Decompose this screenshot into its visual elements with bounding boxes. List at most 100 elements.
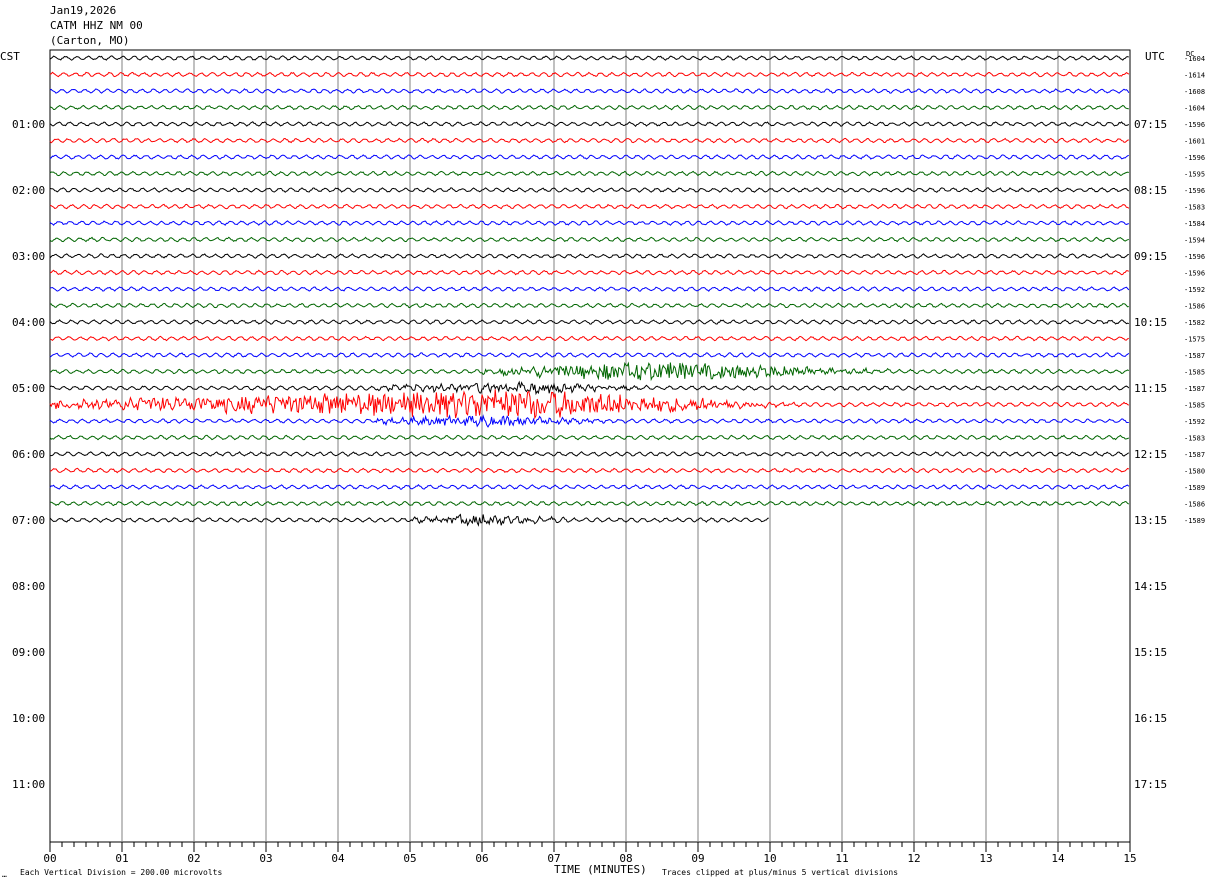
- station-code: CATM HHZ NM 00: [50, 19, 143, 32]
- dc-offset-label: -1585: [1184, 369, 1205, 377]
- dc-offset-label: -1586: [1184, 303, 1205, 311]
- right-hour-label: 09:15: [1134, 250, 1167, 263]
- dc-offset-label: -1596: [1184, 121, 1205, 129]
- dc-offset-label: -1594: [1184, 237, 1205, 245]
- dc-column-header: DC: [1186, 50, 1195, 58]
- station-location: (Carton, MO): [50, 34, 130, 47]
- seismic-trace: [49, 286, 1130, 292]
- dc-offset-label: -1601: [1184, 138, 1205, 146]
- right-hour-label: 17:15: [1134, 778, 1167, 791]
- right-hour-label: 16:15: [1134, 712, 1167, 725]
- seismic-trace: [49, 302, 1129, 309]
- right-hour-label: 08:15: [1134, 184, 1167, 197]
- x-tick-label: 01: [115, 852, 128, 865]
- x-tick-label: 07: [547, 852, 560, 865]
- seismic-trace: [49, 414, 1129, 428]
- dc-offset-label: -1587: [1184, 352, 1205, 360]
- x-tick-label: 10: [763, 852, 776, 865]
- dc-offset-label: -1596: [1184, 253, 1205, 261]
- left-hour-label: 04:00: [12, 316, 45, 329]
- dc-offset-label: -1586: [1184, 501, 1205, 509]
- left-hour-label: 07:00: [12, 514, 45, 527]
- x-axis-title: TIME (MINUTES): [554, 863, 647, 876]
- dc-offset-label: -1614: [1184, 72, 1205, 80]
- right-hour-label: 10:15: [1134, 316, 1167, 329]
- dc-offset-label: -1587: [1184, 385, 1205, 393]
- left-hour-label: 09:00: [12, 646, 45, 659]
- seismic-trace: [49, 389, 1130, 420]
- seismic-trace: [49, 220, 1129, 226]
- seismic-trace: [50, 451, 1130, 457]
- x-tick-label: 11: [835, 852, 848, 865]
- right-hour-label: 15:15: [1134, 646, 1167, 659]
- seismic-trace: [49, 236, 1129, 243]
- dc-offset-label: -1604: [1184, 55, 1205, 63]
- dc-offset-label: -1582: [1184, 319, 1205, 327]
- seismic-trace: [49, 513, 769, 527]
- x-tick-label: 04: [331, 852, 345, 865]
- left-timezone-label: CST: [0, 50, 20, 63]
- seismic-trace: [49, 55, 1129, 61]
- seismic-trace: [49, 121, 1130, 127]
- left-hour-label: 08:00: [12, 580, 45, 593]
- seismic-trace: [49, 104, 1129, 111]
- x-tick-label: 06: [475, 852, 488, 865]
- x-tick-label: 00: [43, 852, 56, 865]
- dc-offset-label: -1580: [1184, 468, 1205, 476]
- seismic-trace: [49, 319, 1129, 325]
- left-hour-label: 11:00: [12, 778, 45, 791]
- right-hour-label: 07:15: [1134, 118, 1167, 131]
- plot-date: Jan19,2026: [50, 4, 117, 17]
- right-hour-label: 12:15: [1134, 448, 1167, 461]
- corner-mark: …: [2, 870, 7, 879]
- right-hour-label: 14:15: [1134, 580, 1167, 593]
- x-tick-label: 15: [1123, 852, 1136, 865]
- dc-offset-label: -1583: [1184, 435, 1205, 443]
- dc-offset-label: -1592: [1184, 286, 1205, 294]
- seismic-trace: [49, 352, 1130, 358]
- x-tick-label: 09: [691, 852, 704, 865]
- left-hour-label: 03:00: [12, 250, 45, 263]
- clip-note: Traces clipped at plus/minus 5 vertical …: [662, 868, 899, 877]
- right-hour-label: 11:15: [1134, 382, 1167, 395]
- left-hour-label: 05:00: [12, 382, 45, 395]
- seismic-trace: [49, 187, 1130, 193]
- dc-offset-label: -1575: [1184, 336, 1205, 344]
- seismic-trace: [49, 154, 1129, 160]
- seismic-trace: [49, 269, 1129, 276]
- dc-offset-label: -1587: [1184, 451, 1205, 459]
- left-hour-label: 10:00: [12, 712, 45, 725]
- dc-offset-label: -1596: [1184, 187, 1205, 195]
- seismic-trace: [49, 467, 1129, 474]
- seismic-trace: [49, 380, 1130, 396]
- x-tick-label: 14: [1051, 852, 1065, 865]
- seismic-trace: [49, 170, 1129, 177]
- seismic-trace: [49, 253, 1129, 259]
- x-tick-label: 02: [187, 852, 200, 865]
- seismic-trace: [49, 361, 1130, 382]
- left-hour-label: 06:00: [12, 448, 45, 461]
- dc-offset-label: -1584: [1184, 220, 1205, 228]
- dc-offset-label: -1589: [1184, 484, 1205, 492]
- dc-offset-label: -1596: [1184, 154, 1205, 162]
- right-hour-label: 13:15: [1134, 514, 1167, 527]
- seismic-trace: [49, 500, 1130, 507]
- seismic-trace: [49, 88, 1130, 94]
- seismic-trace: [49, 484, 1130, 490]
- plot-frame: [49, 49, 1131, 843]
- dc-offset-label: -1585: [1184, 402, 1205, 410]
- x-tick-label: 03: [259, 852, 272, 865]
- left-hour-label: 01:00: [12, 118, 45, 131]
- seismic-trace: [49, 335, 1129, 342]
- dc-offset-label: -1592: [1184, 418, 1205, 426]
- seismic-trace: [49, 434, 1129, 441]
- scale-note: Each Vertical Division = 200.00 microvol…: [20, 868, 223, 877]
- x-tick-label: 08: [619, 852, 632, 865]
- dc-offset-label: -1604: [1184, 105, 1205, 113]
- dc-offset-label: -1595: [1184, 171, 1205, 179]
- x-tick-label: 12: [907, 852, 920, 865]
- left-hour-label: 02:00: [12, 184, 45, 197]
- seismic-trace: [49, 137, 1129, 144]
- seismic-trace: [49, 71, 1130, 78]
